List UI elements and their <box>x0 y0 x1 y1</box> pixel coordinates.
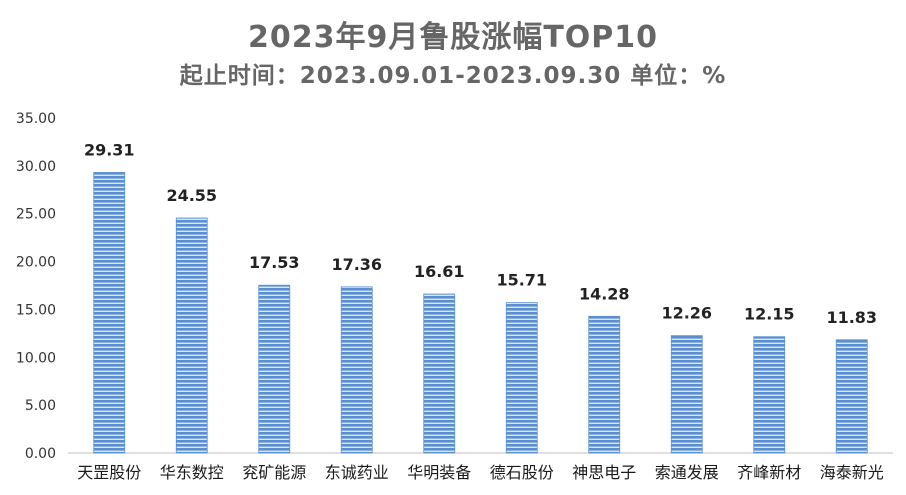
y-tick-label: 20.00 <box>16 255 56 271</box>
bar <box>423 293 456 454</box>
data-label: 12.15 <box>744 305 795 324</box>
data-label: 17.36 <box>331 255 382 274</box>
chart-subtitle: 起止时间：2023.09.01-2023.09.30 单位：% <box>179 63 727 89</box>
x-tick-label: 海泰新光 <box>820 463 884 482</box>
y-tick-label: 10.00 <box>16 350 56 366</box>
chart-title: 2023年9月鲁股涨幅TOP10 <box>247 20 659 55</box>
data-label: 17.53 <box>249 253 300 272</box>
x-tick-label: 神思电子 <box>572 463 636 482</box>
x-tick-label: 索通发展 <box>655 463 719 482</box>
bar <box>505 302 538 454</box>
x-tick-label: 齐峰新材 <box>737 463 801 482</box>
x-tick-label: 华明装备 <box>407 463 471 482</box>
data-label: 14.28 <box>579 284 630 303</box>
bar <box>258 284 291 454</box>
bar <box>835 339 868 454</box>
x-tick-label: 天罡股份 <box>77 463 141 482</box>
y-tick-label: 35.00 <box>16 111 56 127</box>
data-label: 15.71 <box>496 271 547 290</box>
y-tick-label: 5.00 <box>25 398 56 414</box>
x-tick-label: 东诚药业 <box>325 463 389 482</box>
y-tick-label: 15.00 <box>16 302 56 318</box>
x-tick-label: 华东数控 <box>160 463 224 482</box>
x-tick-label: 兖矿能源 <box>242 463 306 482</box>
data-label: 11.83 <box>826 308 877 327</box>
bar <box>588 315 621 454</box>
data-label: 29.31 <box>84 140 135 159</box>
bar <box>670 335 703 454</box>
data-label: 16.61 <box>414 262 465 281</box>
data-label: 12.26 <box>661 304 712 323</box>
y-tick-label: 0.00 <box>25 446 56 462</box>
bar <box>340 286 373 454</box>
data-label: 24.55 <box>166 186 217 205</box>
x-tick-label: 德石股份 <box>490 463 554 482</box>
bar <box>93 172 126 454</box>
y-tick-label: 30.00 <box>16 159 56 175</box>
bar <box>753 336 786 454</box>
bar <box>175 217 208 454</box>
y-tick-label: 25.00 <box>16 207 56 223</box>
